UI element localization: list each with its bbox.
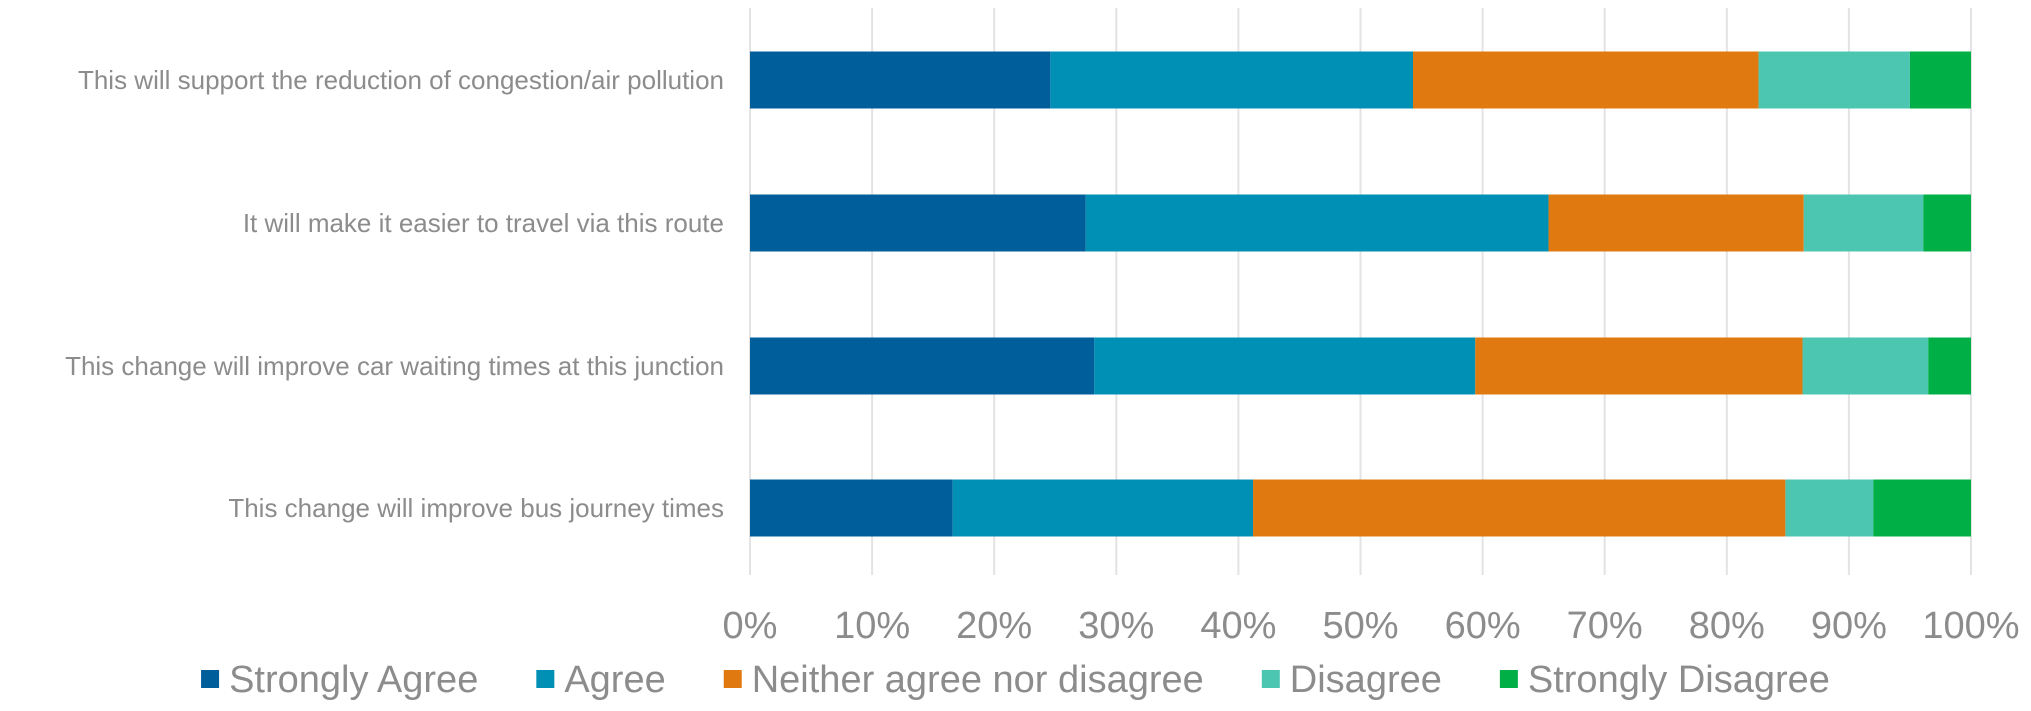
bar-segment [1923, 194, 1971, 252]
legend-label: Strongly Disagree [1528, 659, 1830, 701]
bar-segment [1785, 479, 1874, 537]
legend-item: Strongly Agree [201, 659, 478, 701]
bar-segment [1873, 479, 1971, 537]
x-tick-label: 80% [1689, 605, 1765, 647]
category-label: It will make it easier to travel via thi… [243, 208, 724, 238]
x-tick-label: 60% [1445, 605, 1521, 647]
legend-swatch [723, 670, 742, 688]
bar-segment [1413, 51, 1759, 109]
legend-item: Strongly Disagree [1499, 659, 1830, 701]
category-label: This change will improve bus journey tim… [228, 493, 724, 523]
x-tick-label: 100% [1922, 605, 2019, 647]
x-tick-label: 20% [956, 605, 1032, 647]
bar-segment [750, 51, 1051, 109]
x-tick-label: 40% [1200, 605, 1276, 647]
x-tick-label: 90% [1811, 605, 1887, 647]
bar-segment [1094, 337, 1476, 395]
legend-item: Agree [536, 659, 666, 701]
category-label: This will support the reduction of conge… [78, 65, 724, 95]
bar-segment [1475, 337, 1803, 395]
x-tick-label: 70% [1567, 605, 1643, 647]
bar-segment [1253, 479, 1786, 537]
bar-segment [1085, 194, 1549, 252]
bar-segment [1802, 337, 1929, 395]
x-tick-label: 50% [1322, 605, 1398, 647]
legend-swatch [536, 670, 555, 688]
legend-label: Disagree [1290, 659, 1442, 701]
bar-segment [1803, 194, 1924, 252]
bar-segment [1928, 337, 1971, 395]
bars [750, 51, 1971, 537]
legend-swatch [1499, 670, 1518, 688]
bar-segment [750, 194, 1086, 252]
legend-swatch [201, 670, 220, 688]
bar-segment [1050, 51, 1414, 109]
legend-label: Agree [564, 659, 665, 701]
bar-segment [1909, 51, 1971, 109]
bar-segment [750, 337, 1095, 395]
bar-segment [750, 479, 953, 537]
bar-segment [1548, 194, 1804, 252]
x-tick-label: 0% [723, 605, 778, 647]
legend-item: Neither agree nor disagree [723, 659, 1204, 701]
x-axis-ticks: 0% 10% 20% 30% 40% 50% 60% 70% 80% 90% 100% [723, 605, 2020, 647]
legend: Strongly Agree Agree Neither agree nor dis… [201, 659, 1830, 701]
legend-swatch [1261, 670, 1280, 688]
bar-segment [952, 479, 1254, 537]
category-labels: This will support the reduction of conge… [65, 65, 724, 523]
legend-label: Strongly Agree [229, 659, 478, 701]
x-tick-label: 30% [1078, 605, 1154, 647]
legend-label: Neither agree nor disagree [752, 659, 1204, 701]
bar-segment [1758, 51, 1910, 109]
legend-item: Disagree [1261, 659, 1442, 701]
x-tick-label: 10% [834, 605, 910, 647]
category-label: This change will improve car waiting tim… [65, 351, 724, 381]
